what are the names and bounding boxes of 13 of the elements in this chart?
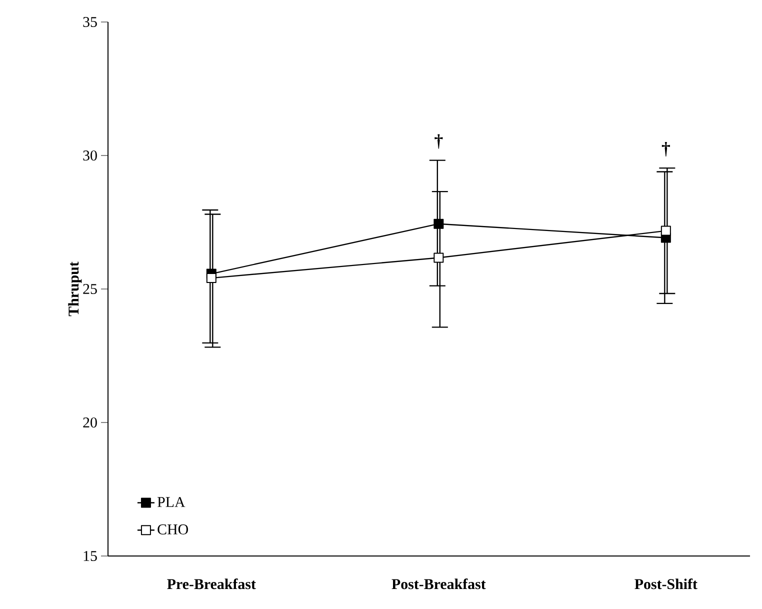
y-tick-label: 25 bbox=[83, 284, 97, 294]
y-tick-label: 30 bbox=[83, 150, 97, 161]
annotation: † bbox=[434, 134, 443, 149]
y-tick-label: 20 bbox=[83, 417, 97, 428]
x-tick-label: Post-Breakfast bbox=[392, 578, 486, 590]
x-tick-label: Post-Shift bbox=[634, 578, 698, 590]
y-tick-label: 15 bbox=[84, 551, 97, 561]
legend-label: PLA bbox=[158, 497, 186, 507]
annotation: † bbox=[662, 142, 670, 157]
legend-label: CHO bbox=[158, 524, 188, 534]
y-axis-title: Thruput bbox=[68, 262, 82, 316]
y-tick-label: 35 bbox=[83, 16, 97, 28]
x-tick-label: Pre-Breakfast bbox=[167, 578, 256, 590]
